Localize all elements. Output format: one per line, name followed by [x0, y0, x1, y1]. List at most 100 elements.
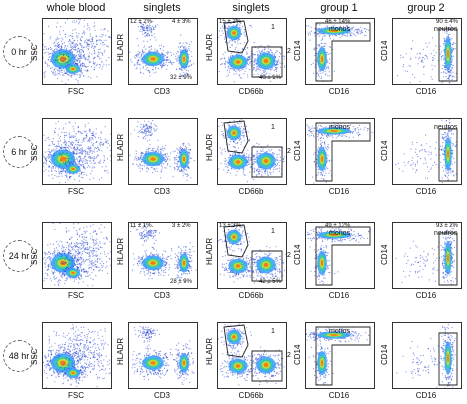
x-axis-label: FSC — [68, 291, 84, 300]
y-axis-label: HLADR — [205, 337, 214, 365]
population-label: monos — [329, 124, 351, 131]
timepoint-label: 0 hr — [3, 35, 35, 68]
population-percentage: 49 ± 12% — [325, 223, 351, 229]
x-axis-label: CD66b — [238, 87, 264, 96]
gate-neutros — [438, 332, 458, 386]
y-axis-label: SSC — [30, 348, 39, 365]
gate-2 — [251, 250, 283, 282]
plot-panel — [305, 322, 375, 389]
gate-2 — [251, 46, 283, 78]
gate-number: 2 — [287, 48, 291, 55]
timepoint-label: 6 hr — [3, 135, 35, 168]
gate-2 — [251, 350, 283, 382]
y-axis-label: SSC — [30, 44, 39, 61]
plot-panel — [128, 18, 198, 85]
x-axis-label: CD3 — [153, 87, 170, 96]
y-axis-label: CD14 — [293, 244, 302, 265]
x-axis-label: CD16 — [328, 187, 350, 196]
x-axis-label: CD16 — [328, 291, 350, 300]
y-axis-label: SSC — [30, 248, 39, 265]
gate-2 — [251, 146, 283, 178]
y-axis-label: HLADR — [116, 133, 125, 161]
gate-number: 2 — [287, 252, 291, 259]
population-label: monos — [329, 26, 351, 33]
population-percentage: 11 ± 1% — [130, 223, 152, 229]
plot-panel — [305, 222, 375, 289]
plot-panel — [305, 118, 375, 185]
plot-panel — [392, 18, 462, 85]
plot-panel — [392, 322, 462, 389]
gate-number: 2 — [287, 148, 291, 155]
gate-number: 2 — [287, 352, 291, 359]
plot-panel — [42, 222, 112, 289]
population-percentage: 15 ± 2% — [219, 19, 241, 25]
density-plot — [218, 223, 286, 284]
column-header: singlets — [143, 2, 181, 14]
y-axis-label: SSC — [30, 144, 39, 161]
density-plot — [43, 19, 111, 84]
y-axis-label: HLADR — [205, 237, 214, 265]
population-percentage: 4 ± 3% — [172, 19, 191, 25]
plot-panel — [128, 222, 198, 289]
x-axis-label: CD16 — [415, 291, 437, 300]
y-axis-label: CD14 — [293, 140, 302, 161]
y-axis-label: CD14 — [380, 40, 389, 61]
column-header: singlets — [232, 2, 270, 14]
gate-neutros — [438, 28, 458, 82]
x-axis-label: CD16 — [328, 391, 350, 400]
x-axis-label: CD3 — [153, 391, 170, 400]
y-axis-label: CD14 — [380, 140, 389, 161]
population-percentage: 28 ± 9% — [170, 279, 192, 285]
y-axis-label: HLADR — [116, 237, 125, 265]
y-axis-label: CD14 — [380, 244, 389, 265]
plot-panel — [392, 222, 462, 289]
plot-panel — [217, 222, 287, 289]
gate-1 — [223, 324, 249, 358]
population-label: monos — [329, 328, 351, 335]
plot-panel — [42, 322, 112, 389]
x-axis-label: CD3 — [153, 291, 170, 300]
density-plot — [395, 224, 458, 286]
plot-panel — [128, 322, 198, 389]
density-plot — [218, 323, 285, 386]
gate-number: 1 — [271, 124, 275, 131]
density-plot — [306, 22, 371, 83]
density-plot — [130, 223, 197, 285]
gate-1 — [223, 224, 249, 258]
gate-neutros — [438, 128, 458, 182]
gate-monos — [315, 326, 371, 386]
population-label: neutros — [434, 230, 458, 237]
column-header: group 1 — [320, 2, 358, 14]
density-plot — [306, 121, 373, 184]
y-axis-label: CD14 — [293, 40, 302, 61]
density-plot — [307, 226, 371, 286]
y-axis-label: CD14 — [380, 344, 389, 365]
density-plot — [43, 120, 111, 184]
population-label: neutros — [434, 124, 458, 131]
gate-1 — [223, 20, 249, 54]
density-plot — [131, 326, 195, 385]
x-axis-label: CD16 — [328, 87, 350, 96]
plot-panel — [42, 118, 112, 185]
gate-neutros — [438, 232, 458, 286]
x-axis-label: FSC — [68, 187, 84, 196]
gate-monos — [315, 226, 371, 286]
density-plot — [218, 19, 286, 83]
timepoint-label: 48 hr — [3, 339, 35, 372]
gate-monos — [315, 22, 371, 82]
plot-panel — [217, 18, 287, 85]
column-header: group 2 — [407, 2, 445, 14]
population-percentage: 93 ± 2% — [436, 223, 458, 229]
plot-panel — [217, 118, 287, 185]
x-axis-label: CD16 — [415, 87, 437, 96]
gate-number: 1 — [271, 228, 275, 235]
gate-monos — [315, 122, 371, 182]
density-plot — [129, 20, 195, 78]
density-plot — [396, 323, 458, 388]
population-percentage: 32 ± 9% — [170, 75, 192, 81]
population-percentage: 40 ± 1% — [259, 75, 281, 81]
gate-number: 1 — [271, 328, 275, 335]
y-axis-label: HLADR — [116, 33, 125, 61]
population-percentage: 90 ± 4% — [436, 19, 458, 25]
x-axis-label: CD66b — [238, 291, 264, 300]
